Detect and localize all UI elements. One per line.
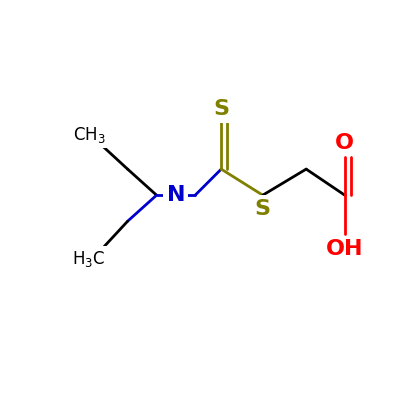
Text: O: O bbox=[335, 133, 354, 153]
Text: S: S bbox=[255, 199, 271, 219]
Text: N: N bbox=[167, 185, 185, 205]
Text: S: S bbox=[213, 99, 229, 119]
Text: OH: OH bbox=[326, 239, 364, 259]
Text: CH$_3$: CH$_3$ bbox=[73, 125, 105, 145]
Text: H$_3$C: H$_3$C bbox=[72, 249, 106, 269]
